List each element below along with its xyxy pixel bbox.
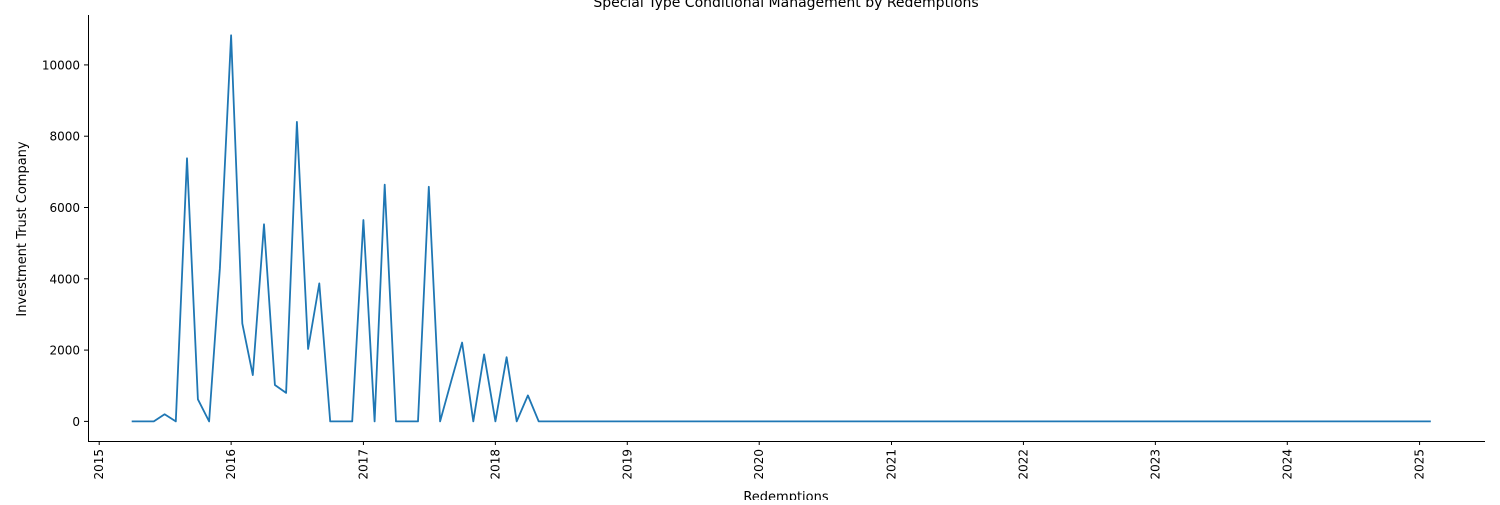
y-tick-label: 8000: [49, 130, 80, 144]
x-tick-label: 2024: [1280, 449, 1294, 480]
y-tick-label: 10000: [42, 58, 80, 72]
x-tick-label: 2023: [1148, 449, 1162, 480]
x-axis-ticks: 2015 2016 2017 2018 2019 2020 2021 2022 2023 2024…: [92, 441, 1427, 480]
plot-area: [131, 34, 1431, 423]
y-tick-label: 2000: [49, 344, 80, 358]
x-tick-label: 2018: [488, 449, 502, 480]
x-tick-label: 2016: [224, 449, 238, 480]
y-axis-label: Investment Trust Company: [15, 141, 30, 317]
y-tick-label: 6000: [49, 201, 80, 215]
x-tick-label: 2020: [752, 449, 766, 480]
y-axis-ticks: 0 2000 4000 6000 8000 10000: [42, 58, 88, 429]
x-tick-label: 2015: [92, 449, 106, 480]
y-tick-label: 0: [72, 415, 80, 429]
y-tick-label: 4000: [49, 272, 80, 286]
x-tick-label: 2019: [620, 449, 634, 480]
series-line: [131, 34, 1431, 423]
x-tick-label: 2017: [356, 449, 370, 480]
x-tick-label: 2022: [1016, 449, 1030, 480]
x-tick-label: 2021: [885, 449, 899, 480]
x-axis-label: Redemptions: [743, 490, 829, 500]
x-tick-label: 2025: [1413, 449, 1427, 480]
chart-title: Special Type Conditional Management by R…: [593, 0, 978, 11]
